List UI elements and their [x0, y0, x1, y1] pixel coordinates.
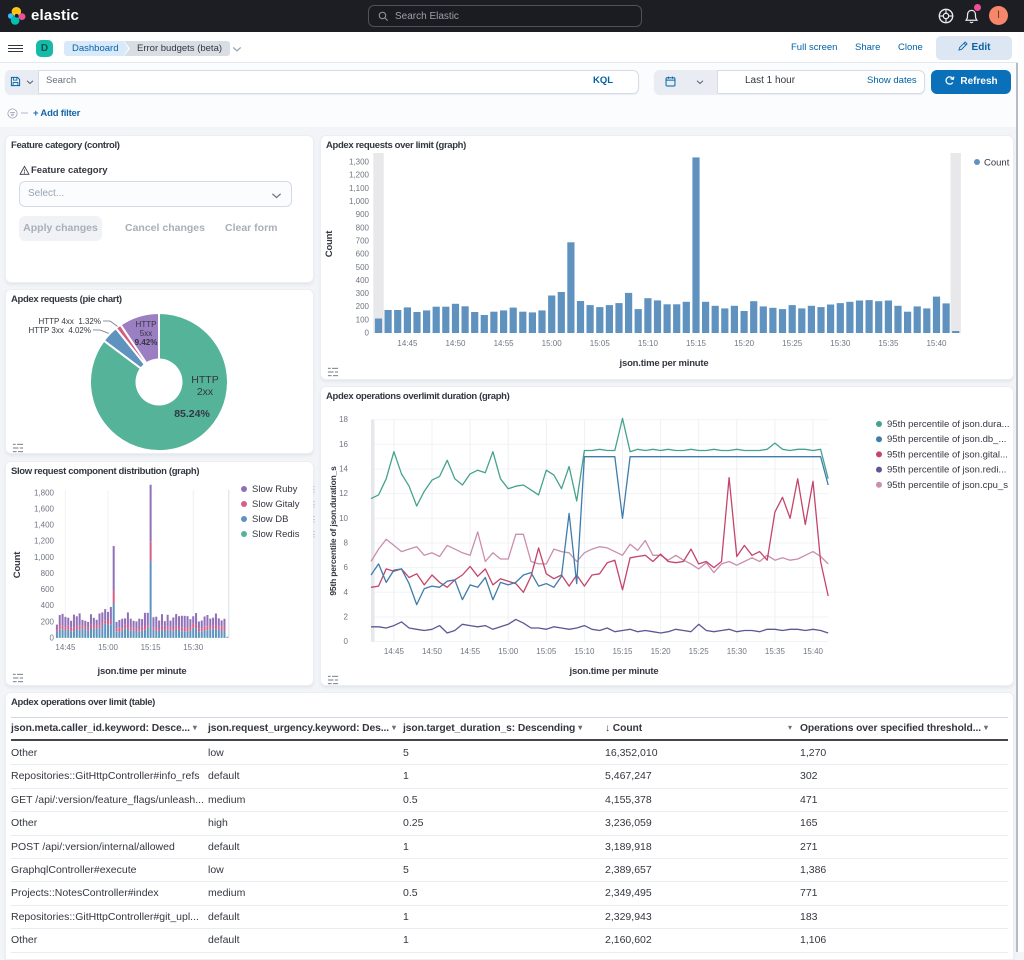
svg-text:⋮: ⋮ [310, 530, 315, 539]
svg-text:15:25: 15:25 [689, 647, 710, 656]
svg-text:14:55: 14:55 [460, 647, 481, 656]
svg-text:json.time per minute: json.time per minute [569, 666, 659, 677]
svg-text:Slow Gitaly: Slow Gitaly [252, 499, 300, 510]
svg-text:2: 2 [344, 612, 349, 621]
svg-text:1,800: 1,800 [34, 488, 55, 497]
svg-text:400: 400 [356, 276, 370, 285]
svg-text:HTTP: HTTP [191, 374, 218, 386]
svg-text:1,600: 1,600 [34, 504, 55, 513]
svg-text:6: 6 [344, 563, 349, 572]
svg-text:900: 900 [356, 210, 370, 219]
svg-text:15:10: 15:10 [574, 647, 595, 656]
svg-text:600: 600 [356, 250, 370, 259]
svg-text:14:45: 14:45 [55, 643, 76, 652]
svg-text:18: 18 [339, 415, 348, 424]
svg-text:400: 400 [41, 601, 55, 610]
svg-text:95th percentile of json.redi..: 95th percentile of json.redi... [887, 465, 1006, 476]
svg-text:15:15: 15:15 [141, 643, 162, 652]
svg-text:15:20: 15:20 [734, 339, 755, 348]
svg-text:Count: Count [324, 230, 335, 257]
svg-text:15:00: 15:00 [98, 643, 119, 652]
svg-text:12: 12 [339, 489, 348, 498]
svg-text:14:45: 14:45 [384, 647, 405, 656]
svg-text:0: 0 [365, 329, 370, 338]
svg-text:Count: Count [984, 158, 1010, 169]
svg-text:9.42%: 9.42% [135, 338, 158, 347]
svg-text:1,000: 1,000 [34, 553, 55, 562]
svg-text:14:50: 14:50 [422, 647, 443, 656]
svg-text:15:30: 15:30 [727, 647, 748, 656]
svg-text:Slow Ruby: Slow Ruby [252, 484, 298, 495]
svg-text:15:00: 15:00 [542, 339, 563, 348]
svg-text:800: 800 [41, 569, 55, 578]
svg-text:15:40: 15:40 [803, 647, 824, 656]
svg-text:15:05: 15:05 [590, 339, 611, 348]
svg-text:15:30: 15:30 [830, 339, 851, 348]
svg-text:2xx: 2xx [197, 386, 214, 398]
svg-text:⋮: ⋮ [310, 500, 315, 509]
svg-text:15:10: 15:10 [638, 339, 659, 348]
svg-text:⋮: ⋮ [310, 515, 315, 524]
svg-text:95th percentile of json.durati: 95th percentile of json.duration_s [328, 466, 338, 596]
svg-text:85.24%: 85.24% [174, 408, 210, 420]
svg-text:14: 14 [339, 465, 348, 474]
svg-text:15:30: 15:30 [183, 643, 204, 652]
svg-text:15:05: 15:05 [536, 647, 557, 656]
svg-text:600: 600 [41, 585, 55, 594]
svg-text:16: 16 [339, 440, 348, 449]
svg-text:Slow Redis: Slow Redis [252, 529, 300, 540]
svg-text:95th percentile of json.db_...: 95th percentile of json.db_... [887, 434, 1006, 445]
svg-text:14:45: 14:45 [397, 339, 418, 348]
svg-text:15:15: 15:15 [686, 339, 707, 348]
svg-text:15:25: 15:25 [782, 339, 803, 348]
svg-text:15:35: 15:35 [878, 339, 899, 348]
svg-text:95th percentile of json.dura..: 95th percentile of json.dura... [887, 419, 1010, 430]
svg-text:15:15: 15:15 [612, 647, 633, 656]
svg-text:0: 0 [50, 634, 55, 643]
svg-text:Count: Count [12, 551, 23, 578]
svg-text:15:40: 15:40 [926, 339, 947, 348]
svg-text:1,200: 1,200 [34, 537, 55, 546]
svg-text:14:50: 14:50 [445, 339, 466, 348]
svg-text:json.time per minute: json.time per minute [619, 358, 709, 369]
svg-text:1,000: 1,000 [349, 197, 370, 206]
svg-text:0: 0 [344, 637, 349, 646]
svg-text:95th percentile of json.cpu_s: 95th percentile of json.cpu_s [887, 480, 1008, 491]
svg-text:10: 10 [339, 514, 348, 523]
svg-text:HTTP: HTTP [136, 320, 157, 329]
svg-text:200: 200 [356, 302, 370, 311]
svg-text:Slow DB: Slow DB [252, 514, 288, 525]
svg-text:300: 300 [356, 289, 370, 298]
svg-text:700: 700 [356, 237, 370, 246]
svg-text:500: 500 [356, 263, 370, 272]
svg-text:1,100: 1,100 [349, 184, 370, 193]
svg-text:5xx: 5xx [140, 329, 152, 338]
svg-text:8: 8 [344, 539, 349, 548]
svg-text:1,400: 1,400 [34, 521, 55, 530]
svg-text:1,300: 1,300 [349, 158, 370, 167]
svg-text:15:20: 15:20 [651, 647, 672, 656]
svg-text:100: 100 [356, 315, 370, 324]
svg-text:15:35: 15:35 [765, 647, 786, 656]
svg-text:800: 800 [356, 223, 370, 232]
svg-text:HTTP 3xx 4.02%: HTTP 3xx 4.02% [28, 326, 91, 335]
svg-text:95th percentile of json.gital.: 95th percentile of json.gital... [887, 449, 1008, 460]
svg-text:200: 200 [41, 617, 55, 626]
svg-text:HTTP 4xx 1.32%: HTTP 4xx 1.32% [38, 317, 101, 326]
svg-text:15:00: 15:00 [498, 647, 519, 656]
svg-text:14:55: 14:55 [494, 339, 515, 348]
svg-text:json.time per minute: json.time per minute [97, 666, 187, 677]
svg-text:4: 4 [344, 588, 349, 597]
svg-text:1,200: 1,200 [349, 171, 370, 180]
svg-text:⋮: ⋮ [310, 485, 315, 494]
